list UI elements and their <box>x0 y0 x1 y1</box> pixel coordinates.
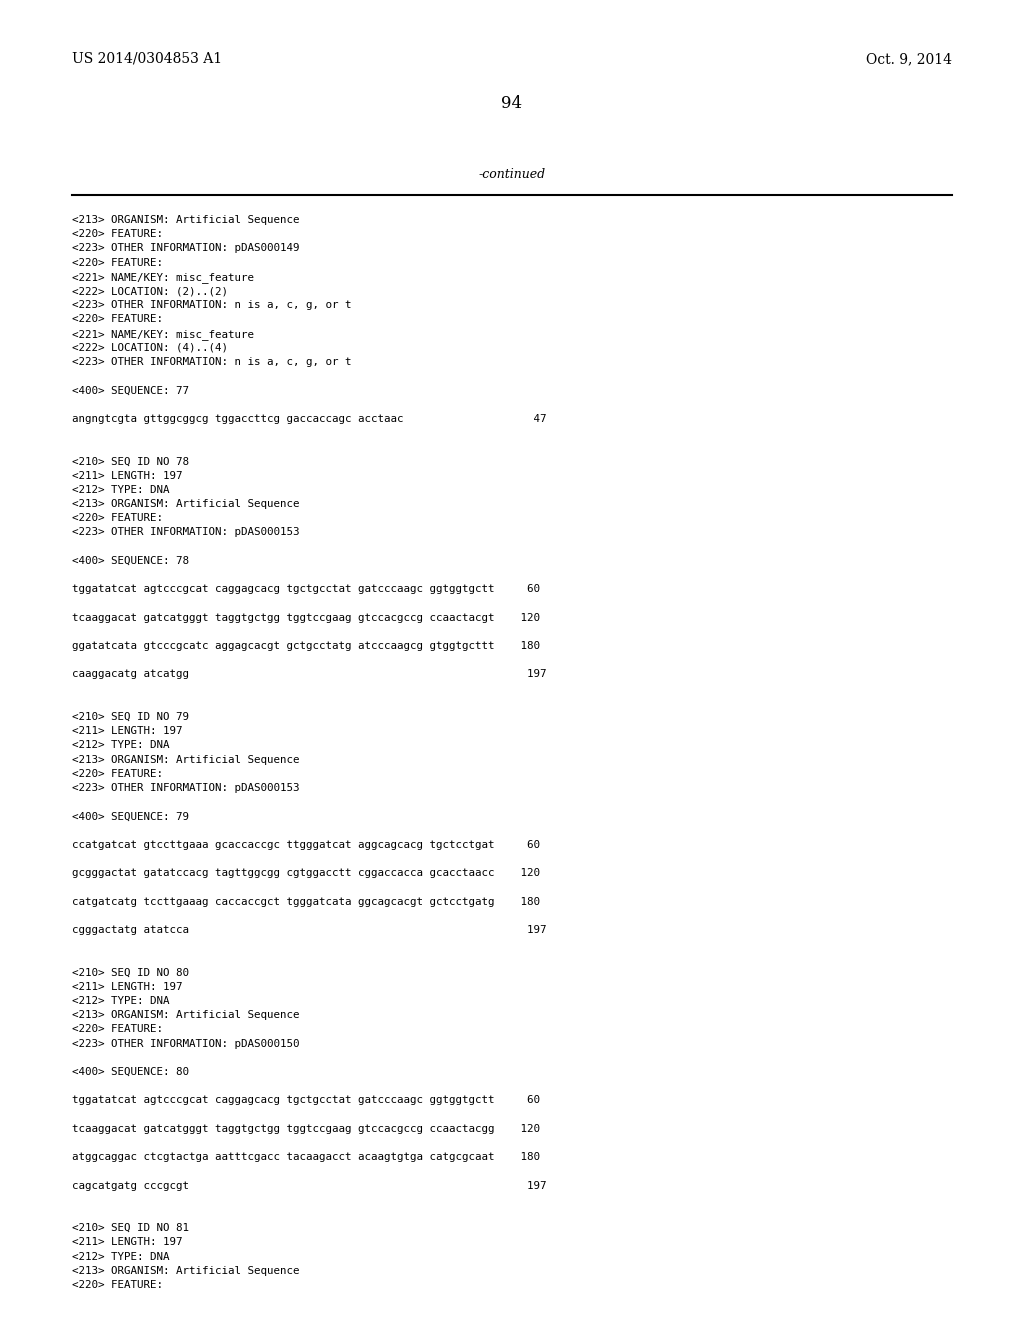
Text: catgatcatg tccttgaaag caccaccgct tgggatcata ggcagcacgt gctcctgatg    180: catgatcatg tccttgaaag caccaccgct tgggatc… <box>72 896 540 907</box>
Text: ccatgatcat gtccttgaaa gcaccaccgc ttgggatcat aggcagcacg tgctcctgat     60: ccatgatcat gtccttgaaa gcaccaccgc ttgggat… <box>72 840 540 850</box>
Text: <210> SEQ ID NO 81: <210> SEQ ID NO 81 <box>72 1224 189 1233</box>
Text: <212> TYPE: DNA: <212> TYPE: DNA <box>72 997 170 1006</box>
Text: <223> OTHER INFORMATION: pDAS000153: <223> OTHER INFORMATION: pDAS000153 <box>72 783 299 793</box>
Text: <220> FEATURE:: <220> FEATURE: <box>72 257 163 268</box>
Text: <400> SEQUENCE: 78: <400> SEQUENCE: 78 <box>72 556 189 566</box>
Text: <220> FEATURE:: <220> FEATURE: <box>72 1024 163 1035</box>
Text: atggcaggac ctcgtactga aatttcgacc tacaagacct acaagtgtga catgcgcaat    180: atggcaggac ctcgtactga aatttcgacc tacaaga… <box>72 1152 540 1162</box>
Text: <211> LENGTH: 197: <211> LENGTH: 197 <box>72 726 182 737</box>
Text: <211> LENGTH: 197: <211> LENGTH: 197 <box>72 982 182 991</box>
Text: tcaaggacat gatcatgggt taggtgctgg tggtccgaag gtccacgccg ccaactacgt    120: tcaaggacat gatcatgggt taggtgctgg tggtccg… <box>72 612 540 623</box>
Text: <212> TYPE: DNA: <212> TYPE: DNA <box>72 1251 170 1262</box>
Text: <222> LOCATION: (2)..(2): <222> LOCATION: (2)..(2) <box>72 286 228 296</box>
Text: <223> OTHER INFORMATION: pDAS000150: <223> OTHER INFORMATION: pDAS000150 <box>72 1039 299 1048</box>
Text: <400> SEQUENCE: 77: <400> SEQUENCE: 77 <box>72 385 189 396</box>
Text: <213> ORGANISM: Artificial Sequence: <213> ORGANISM: Artificial Sequence <box>72 499 299 510</box>
Text: gcgggactat gatatccacg tagttggcgg cgtggacctt cggaccacca gcacctaacc    120: gcgggactat gatatccacg tagttggcgg cgtggac… <box>72 869 540 878</box>
Text: <400> SEQUENCE: 80: <400> SEQUENCE: 80 <box>72 1067 189 1077</box>
Text: <223> OTHER INFORMATION: pDAS000149: <223> OTHER INFORMATION: pDAS000149 <box>72 243 299 253</box>
Text: tggatatcat agtcccgcat caggagcacg tgctgcctat gatcccaagc ggtggtgctt     60: tggatatcat agtcccgcat caggagcacg tgctgcc… <box>72 585 540 594</box>
Text: US 2014/0304853 A1: US 2014/0304853 A1 <box>72 51 222 66</box>
Text: <220> FEATURE:: <220> FEATURE: <box>72 513 163 523</box>
Text: <210> SEQ ID NO 79: <210> SEQ ID NO 79 <box>72 711 189 722</box>
Text: angngtcgta gttggcggcg tggaccttcg gaccaccagc acctaac                    47: angngtcgta gttggcggcg tggaccttcg gaccacc… <box>72 413 547 424</box>
Text: <213> ORGANISM: Artificial Sequence: <213> ORGANISM: Artificial Sequence <box>72 755 299 764</box>
Text: <213> ORGANISM: Artificial Sequence: <213> ORGANISM: Artificial Sequence <box>72 1266 299 1276</box>
Text: ggatatcata gtcccgcatc aggagcacgt gctgcctatg atcccaagcg gtggtgcttt    180: ggatatcata gtcccgcatc aggagcacgt gctgcct… <box>72 642 540 651</box>
Text: cagcatgatg cccgcgt                                                    197: cagcatgatg cccgcgt 197 <box>72 1180 547 1191</box>
Text: <213> ORGANISM: Artificial Sequence: <213> ORGANISM: Artificial Sequence <box>72 215 299 224</box>
Text: caaggacatg atcatgg                                                    197: caaggacatg atcatgg 197 <box>72 669 547 680</box>
Text: <222> LOCATION: (4)..(4): <222> LOCATION: (4)..(4) <box>72 343 228 352</box>
Text: cgggactatg atatcca                                                    197: cgggactatg atatcca 197 <box>72 925 547 935</box>
Text: tggatatcat agtcccgcat caggagcacg tgctgcctat gatcccaagc ggtggtgctt     60: tggatatcat agtcccgcat caggagcacg tgctgcc… <box>72 1096 540 1105</box>
Text: <213> ORGANISM: Artificial Sequence: <213> ORGANISM: Artificial Sequence <box>72 1010 299 1020</box>
Text: <212> TYPE: DNA: <212> TYPE: DNA <box>72 484 170 495</box>
Text: <220> FEATURE:: <220> FEATURE: <box>72 768 163 779</box>
Text: <221> NAME/KEY: misc_feature: <221> NAME/KEY: misc_feature <box>72 329 254 339</box>
Text: <400> SEQUENCE: 79: <400> SEQUENCE: 79 <box>72 812 189 821</box>
Text: tcaaggacat gatcatgggt taggtgctgg tggtccgaag gtccacgccg ccaactacgg    120: tcaaggacat gatcatgggt taggtgctgg tggtccg… <box>72 1123 540 1134</box>
Text: <212> TYPE: DNA: <212> TYPE: DNA <box>72 741 170 750</box>
Text: 94: 94 <box>502 95 522 112</box>
Text: <223> OTHER INFORMATION: pDAS000153: <223> OTHER INFORMATION: pDAS000153 <box>72 528 299 537</box>
Text: <210> SEQ ID NO 78: <210> SEQ ID NO 78 <box>72 457 189 466</box>
Text: -continued: -continued <box>478 168 546 181</box>
Text: <220> FEATURE:: <220> FEATURE: <box>72 1280 163 1290</box>
Text: <211> LENGTH: 197: <211> LENGTH: 197 <box>72 471 182 480</box>
Text: Oct. 9, 2014: Oct. 9, 2014 <box>866 51 952 66</box>
Text: <223> OTHER INFORMATION: n is a, c, g, or t: <223> OTHER INFORMATION: n is a, c, g, o… <box>72 300 351 310</box>
Text: <220> FEATURE:: <220> FEATURE: <box>72 314 163 325</box>
Text: <221> NAME/KEY: misc_feature: <221> NAME/KEY: misc_feature <box>72 272 254 282</box>
Text: <223> OTHER INFORMATION: n is a, c, g, or t: <223> OTHER INFORMATION: n is a, c, g, o… <box>72 356 351 367</box>
Text: <211> LENGTH: 197: <211> LENGTH: 197 <box>72 1237 182 1247</box>
Text: <210> SEQ ID NO 80: <210> SEQ ID NO 80 <box>72 968 189 978</box>
Text: <220> FEATURE:: <220> FEATURE: <box>72 230 163 239</box>
